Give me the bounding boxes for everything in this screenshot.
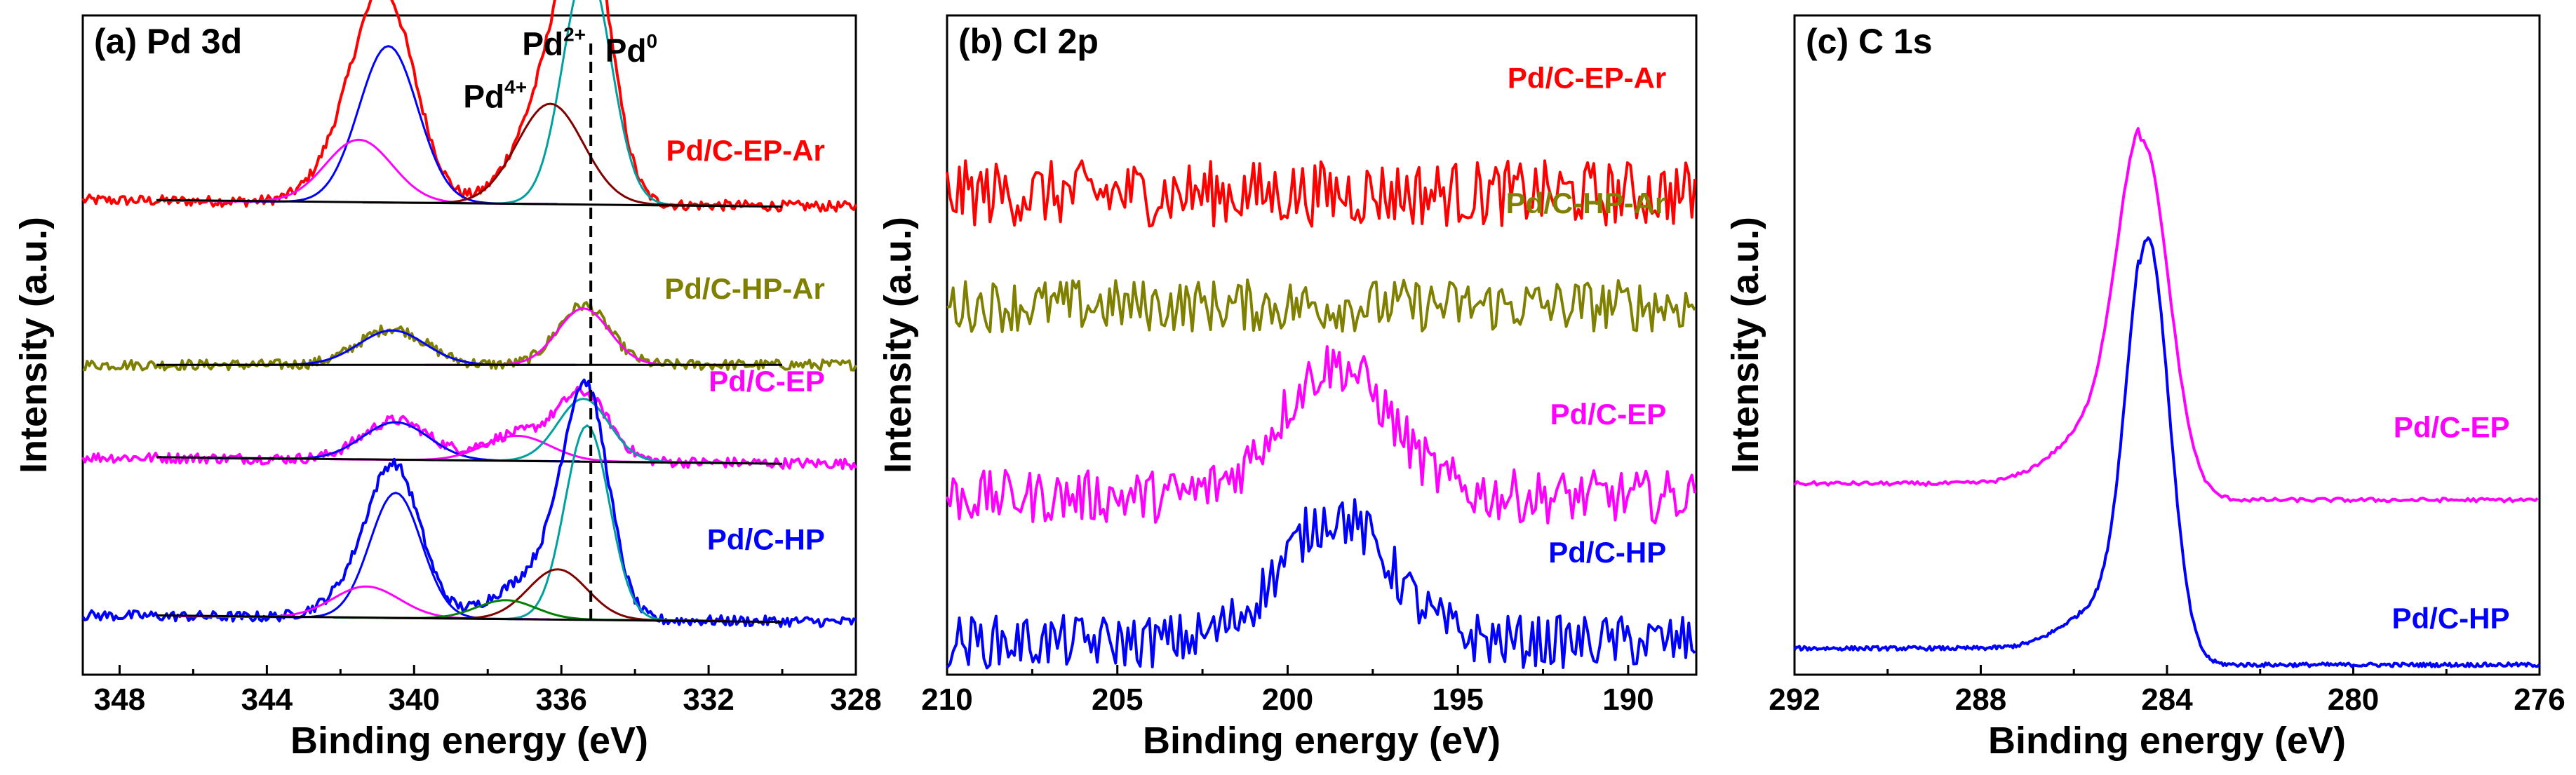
series-line-pd-c-ep [1793, 127, 2539, 504]
x-tick-label: 276 [2514, 682, 2565, 717]
x-tick-label: 336 [535, 682, 586, 717]
x-tick-label: 344 [241, 682, 293, 717]
oxidation-state-label: Pd4+ [463, 76, 527, 115]
series-label: Pd/C-HP [2392, 602, 2510, 635]
x-tick-label: 284 [2141, 682, 2193, 717]
y-axis-title: Intensity (a.u.) [877, 217, 919, 473]
panel-title: (c) C 1s [1806, 22, 1933, 61]
fit-component-curve [170, 138, 543, 205]
series-label: Pd/C-EP [2394, 411, 2510, 444]
x-tick-label: 348 [94, 682, 145, 717]
x-axis-title: Binding energy (eV) [1988, 720, 2346, 762]
series-line-pd-c-ep-ar [946, 159, 1697, 228]
series-label: Pd/C-EP [1550, 398, 1667, 431]
series-line-pd-c-hp [1793, 236, 2541, 668]
series-label: Pd/C-HP [1548, 536, 1666, 569]
series-line-pd-c-ep-ar [81, 0, 857, 213]
plot-frame [81, 14, 857, 676]
series-line-pd-c-hp [81, 378, 857, 628]
series-label: Pd/C-EP-Ar [666, 134, 825, 167]
x-axis-title: Binding energy (eV) [290, 720, 648, 762]
x-tick-label: 280 [2328, 682, 2379, 717]
x-tick-label: 195 [1432, 682, 1483, 717]
series-label: Pd/C-HP-Ar [664, 272, 825, 305]
x-axis-title: Binding energy (eV) [1143, 720, 1501, 762]
series-label: Pd/C-HP-Ar [1506, 187, 1667, 220]
x-tick-label: 292 [1769, 682, 1820, 717]
series-line-pd-c-hp-ar [946, 278, 1696, 334]
series-label: Pd/C-EP [709, 365, 825, 398]
fit-component-curve [443, 424, 727, 622]
x-tick-label: 205 [1092, 682, 1143, 717]
panel-title: (b) Cl 2p [958, 22, 1099, 61]
series-line-pd-c-hp-ar [82, 301, 857, 372]
x-tick-label: 340 [389, 682, 440, 717]
fit-baseline [156, 614, 783, 624]
y-axis-title: Intensity (a.u.) [1724, 217, 1766, 473]
oxidation-state-label: Pd2+ [522, 23, 586, 62]
fit-baseline [156, 456, 783, 465]
series-line-pd-c-hp [946, 498, 1696, 670]
fit-baseline [156, 198, 783, 208]
plot-frame [1793, 14, 2541, 676]
chart-panel-2: 210 205 200 195 190 Binding energy (eV) Intens… [877, 14, 1698, 762]
oxidation-state-label: Pd0 [605, 30, 657, 69]
fit-component-curve [384, 568, 727, 622]
x-tick-label: 200 [1262, 682, 1313, 717]
chart-panel-3: 292 288 284 280 276 Binding energy (eV) Intens… [1724, 14, 2565, 762]
fit-component-curve [425, 307, 739, 366]
x-tick-label: 190 [1602, 682, 1653, 717]
panel-title: (a) Pd 3d [94, 22, 242, 61]
y-axis-title: Intensity (a.u.) [13, 217, 55, 473]
series-label: Pd/C-EP-Ar [1508, 61, 1666, 94]
series-label: Pd/C-HP [707, 523, 825, 555]
x-tick-label: 288 [1955, 682, 2006, 717]
x-tick-label: 328 [830, 682, 881, 717]
x-tick-label: 332 [683, 682, 734, 717]
series-line-pd-c-ep [946, 345, 1697, 525]
plot-frame [946, 14, 1698, 676]
x-tick-label: 210 [921, 682, 972, 717]
fit-component-curve [215, 45, 558, 205]
chart-panel-1: 348 344 340 336 332 328 Binding energy (eV) Int… [13, 0, 882, 762]
